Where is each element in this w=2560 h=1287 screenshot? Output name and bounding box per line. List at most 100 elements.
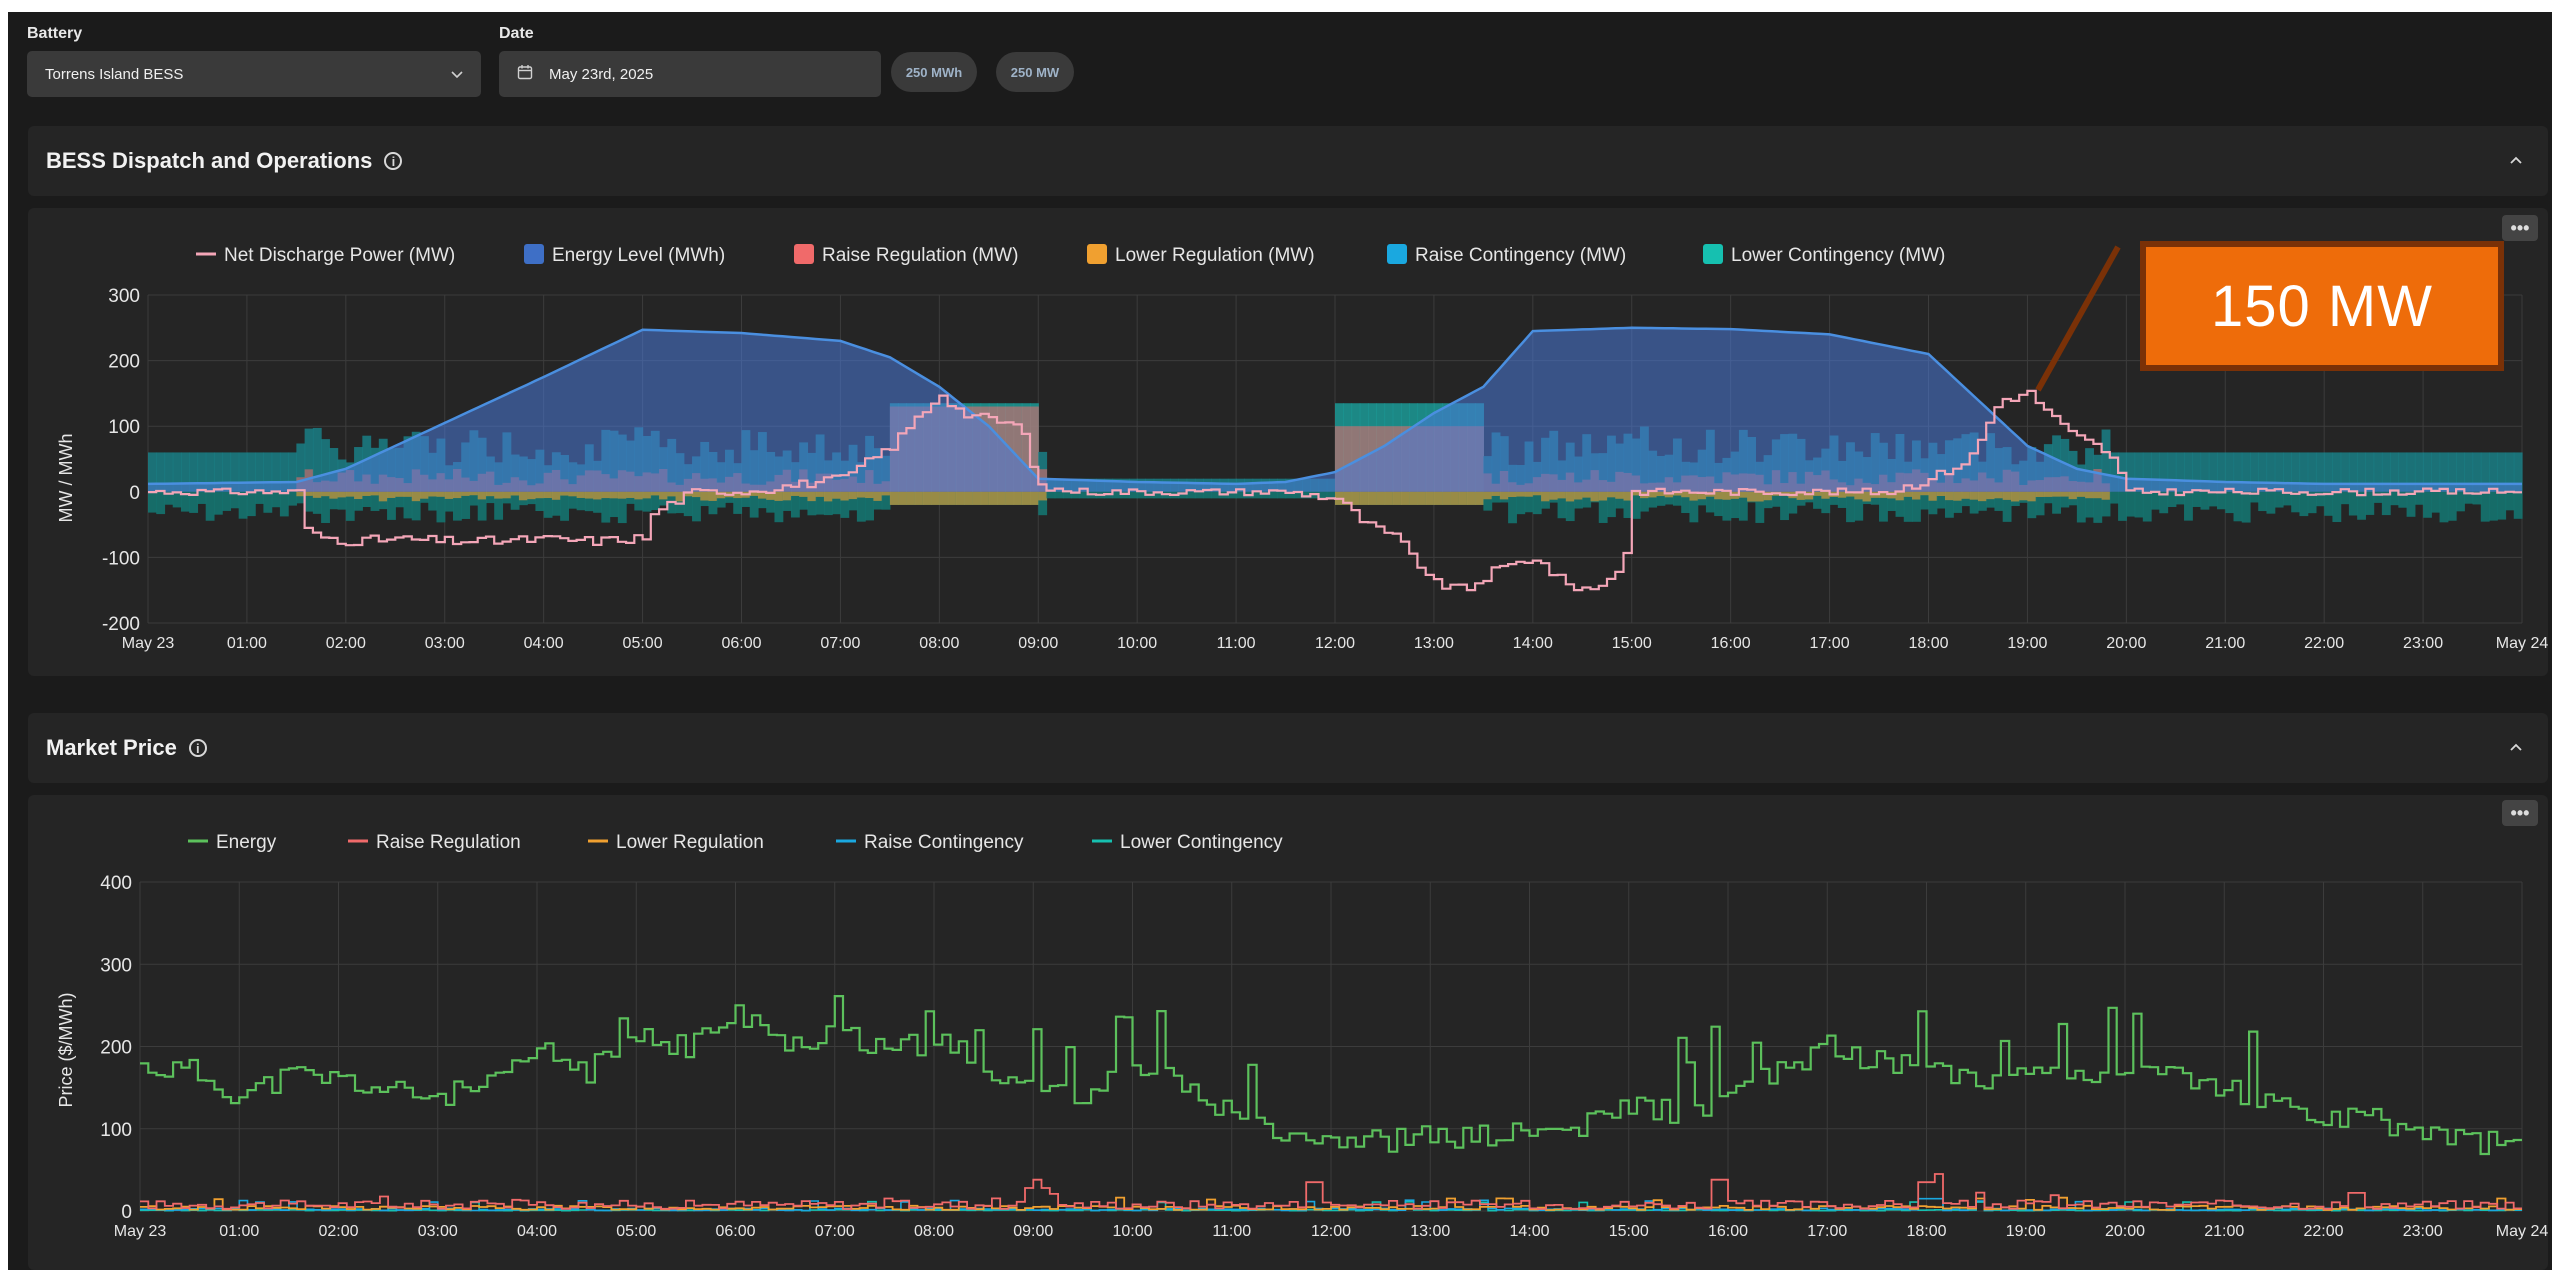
- lower-contingency-bar: [568, 491, 578, 509]
- lower-regulation-bar: [304, 491, 314, 496]
- lower-contingency-bar: [1607, 491, 1616, 518]
- lower-contingency-bar: [2035, 491, 2045, 516]
- info-icon[interactable]: i: [384, 152, 403, 170]
- lower-contingency-bar: [2282, 491, 2292, 506]
- lower-contingency-bar: [1194, 491, 1204, 499]
- lower-contingency-bar: [1813, 491, 1822, 509]
- lower-contingency-bar: [1887, 491, 1897, 511]
- lower-regulation-bar: [2060, 491, 2070, 497]
- lower-regulation-bar: [659, 491, 668, 500]
- legend-label: Raise Regulation (MW): [822, 245, 1018, 266]
- x-tick-label: 20:00: [2105, 1223, 2145, 1240]
- lower-contingency-bar: [246, 491, 256, 517]
- chart-menu-button[interactable]: •••: [2502, 800, 2538, 826]
- x-tick-label: 14:00: [1509, 1223, 1549, 1240]
- lower-regulation-bar: [502, 491, 512, 499]
- raise-contingency-bar: [2431, 452, 2441, 492]
- lower-regulation-bar: [444, 491, 454, 499]
- y-tick-label: 200: [108, 352, 140, 373]
- lower-contingency-bar: [675, 491, 685, 514]
- lower-contingency-bar: [881, 491, 891, 510]
- x-tick-label: 23:00: [2403, 635, 2443, 652]
- lower-contingency-bar: [1252, 491, 1262, 499]
- chart-menu-button[interactable]: •••: [2502, 215, 2538, 241]
- raise-contingency-bar: [2472, 452, 2482, 492]
- raise-regulation-bar: [1021, 406, 1031, 492]
- info-icon[interactable]: i: [188, 739, 207, 757]
- x-tick-label: 01:00: [219, 1223, 259, 1240]
- dispatch-section-header[interactable]: BESS Dispatch and Operations i: [28, 126, 2548, 196]
- lower-regulation-bar: [700, 491, 710, 501]
- lower-contingency-bar: [733, 491, 743, 514]
- raise-contingency-bar: [255, 452, 265, 492]
- lower-regulation-bar: [856, 491, 866, 498]
- lower-contingency-bar: [2142, 491, 2152, 522]
- raise-contingency-bar: [246, 452, 256, 492]
- raise-contingency-bar: [2299, 452, 2309, 492]
- lower-contingency-bar: [1895, 491, 1905, 517]
- x-tick-label: 07:00: [815, 1223, 855, 1240]
- lower-regulation-bar: [1590, 491, 1600, 502]
- lower-contingency-bar: [1557, 491, 1567, 519]
- lower-regulation-bar: [964, 491, 973, 505]
- lower-contingency-bar: [716, 491, 726, 508]
- lower-contingency-bar: [642, 491, 652, 512]
- lower-contingency-bar: [428, 491, 438, 511]
- market-section-header[interactable]: Market Price i: [28, 713, 2548, 783]
- chevron-up-icon[interactable]: [2510, 148, 2522, 169]
- lower-regulation-bar: [626, 491, 635, 498]
- raise-contingency-bar: [2365, 452, 2375, 492]
- raise-contingency-bar: [2291, 452, 2301, 492]
- lower-regulation-bar: [766, 491, 776, 500]
- lower-regulation-bar: [1763, 491, 1773, 501]
- raise-contingency-bar: [2085, 448, 2094, 492]
- lower-regulation-bar: [1524, 491, 1534, 497]
- lower-contingency-bar: [1186, 491, 1196, 499]
- lower-regulation-bar: [2027, 491, 2037, 502]
- raise-contingency-bar: [2167, 452, 2177, 492]
- lower-contingency-bar: [1582, 491, 1592, 508]
- lower-contingency-bar: [1912, 491, 1921, 522]
- lower-regulation-bar: [362, 491, 372, 496]
- lower-contingency-bar: [1771, 491, 1781, 507]
- lower-regulation-bar: [790, 491, 800, 496]
- raise-contingency-bar: [2489, 452, 2498, 492]
- lower-contingency-bar: [2101, 491, 2111, 517]
- lower-regulation-bar: [997, 491, 1006, 505]
- lower-contingency-bar: [148, 491, 157, 513]
- lower-contingency-bar: [1285, 491, 1295, 499]
- x-tick-label: 05:00: [616, 1223, 656, 1240]
- lower-contingency-bar: [634, 491, 644, 511]
- y-tick-label: 300: [100, 955, 132, 976]
- raise-contingency-bar: [2151, 452, 2160, 492]
- lower-regulation-bar: [1565, 491, 1575, 502]
- x-tick-label: 02:00: [318, 1223, 358, 1240]
- lower-regulation-bar: [1936, 491, 1946, 496]
- battery-select[interactable]: Torrens Island BESS: [27, 51, 481, 97]
- lower-regulation-bar: [642, 491, 652, 499]
- x-tick-label: May 24: [2496, 1223, 2548, 1240]
- chevron-up-icon[interactable]: [2510, 735, 2522, 756]
- raise-contingency-bar: [296, 443, 306, 492]
- x-tick-label: 15:00: [1609, 1223, 1649, 1240]
- raise-contingency-bar: [238, 452, 248, 492]
- lower-contingency-bar: [230, 491, 240, 509]
- lower-regulation-bar: [947, 491, 957, 505]
- lower-contingency-bar: [1681, 491, 1691, 514]
- lower-contingency-bar: [2423, 491, 2432, 518]
- lower-contingency-bar: [593, 491, 602, 513]
- lower-regulation-bar: [2101, 491, 2111, 500]
- y-axis-label: Price ($/MWh): [56, 992, 76, 1107]
- lower-contingency-bar: [560, 491, 569, 521]
- lower-regulation-bar: [609, 491, 619, 499]
- lower-regulation-bar: [617, 491, 627, 499]
- lower-contingency-bar: [304, 491, 314, 512]
- y-tick-label: 0: [121, 1202, 132, 1223]
- x-tick-label: 09:00: [1018, 635, 1058, 652]
- lower-regulation-bar: [708, 491, 718, 501]
- date-picker[interactable]: May 23rd, 2025: [499, 51, 881, 97]
- lower-contingency-bar: [1079, 491, 1089, 499]
- lower-contingency-bar: [2373, 491, 2383, 503]
- x-tick-label: 13:00: [1410, 1223, 1450, 1240]
- lower-contingency-bar: [2184, 491, 2193, 521]
